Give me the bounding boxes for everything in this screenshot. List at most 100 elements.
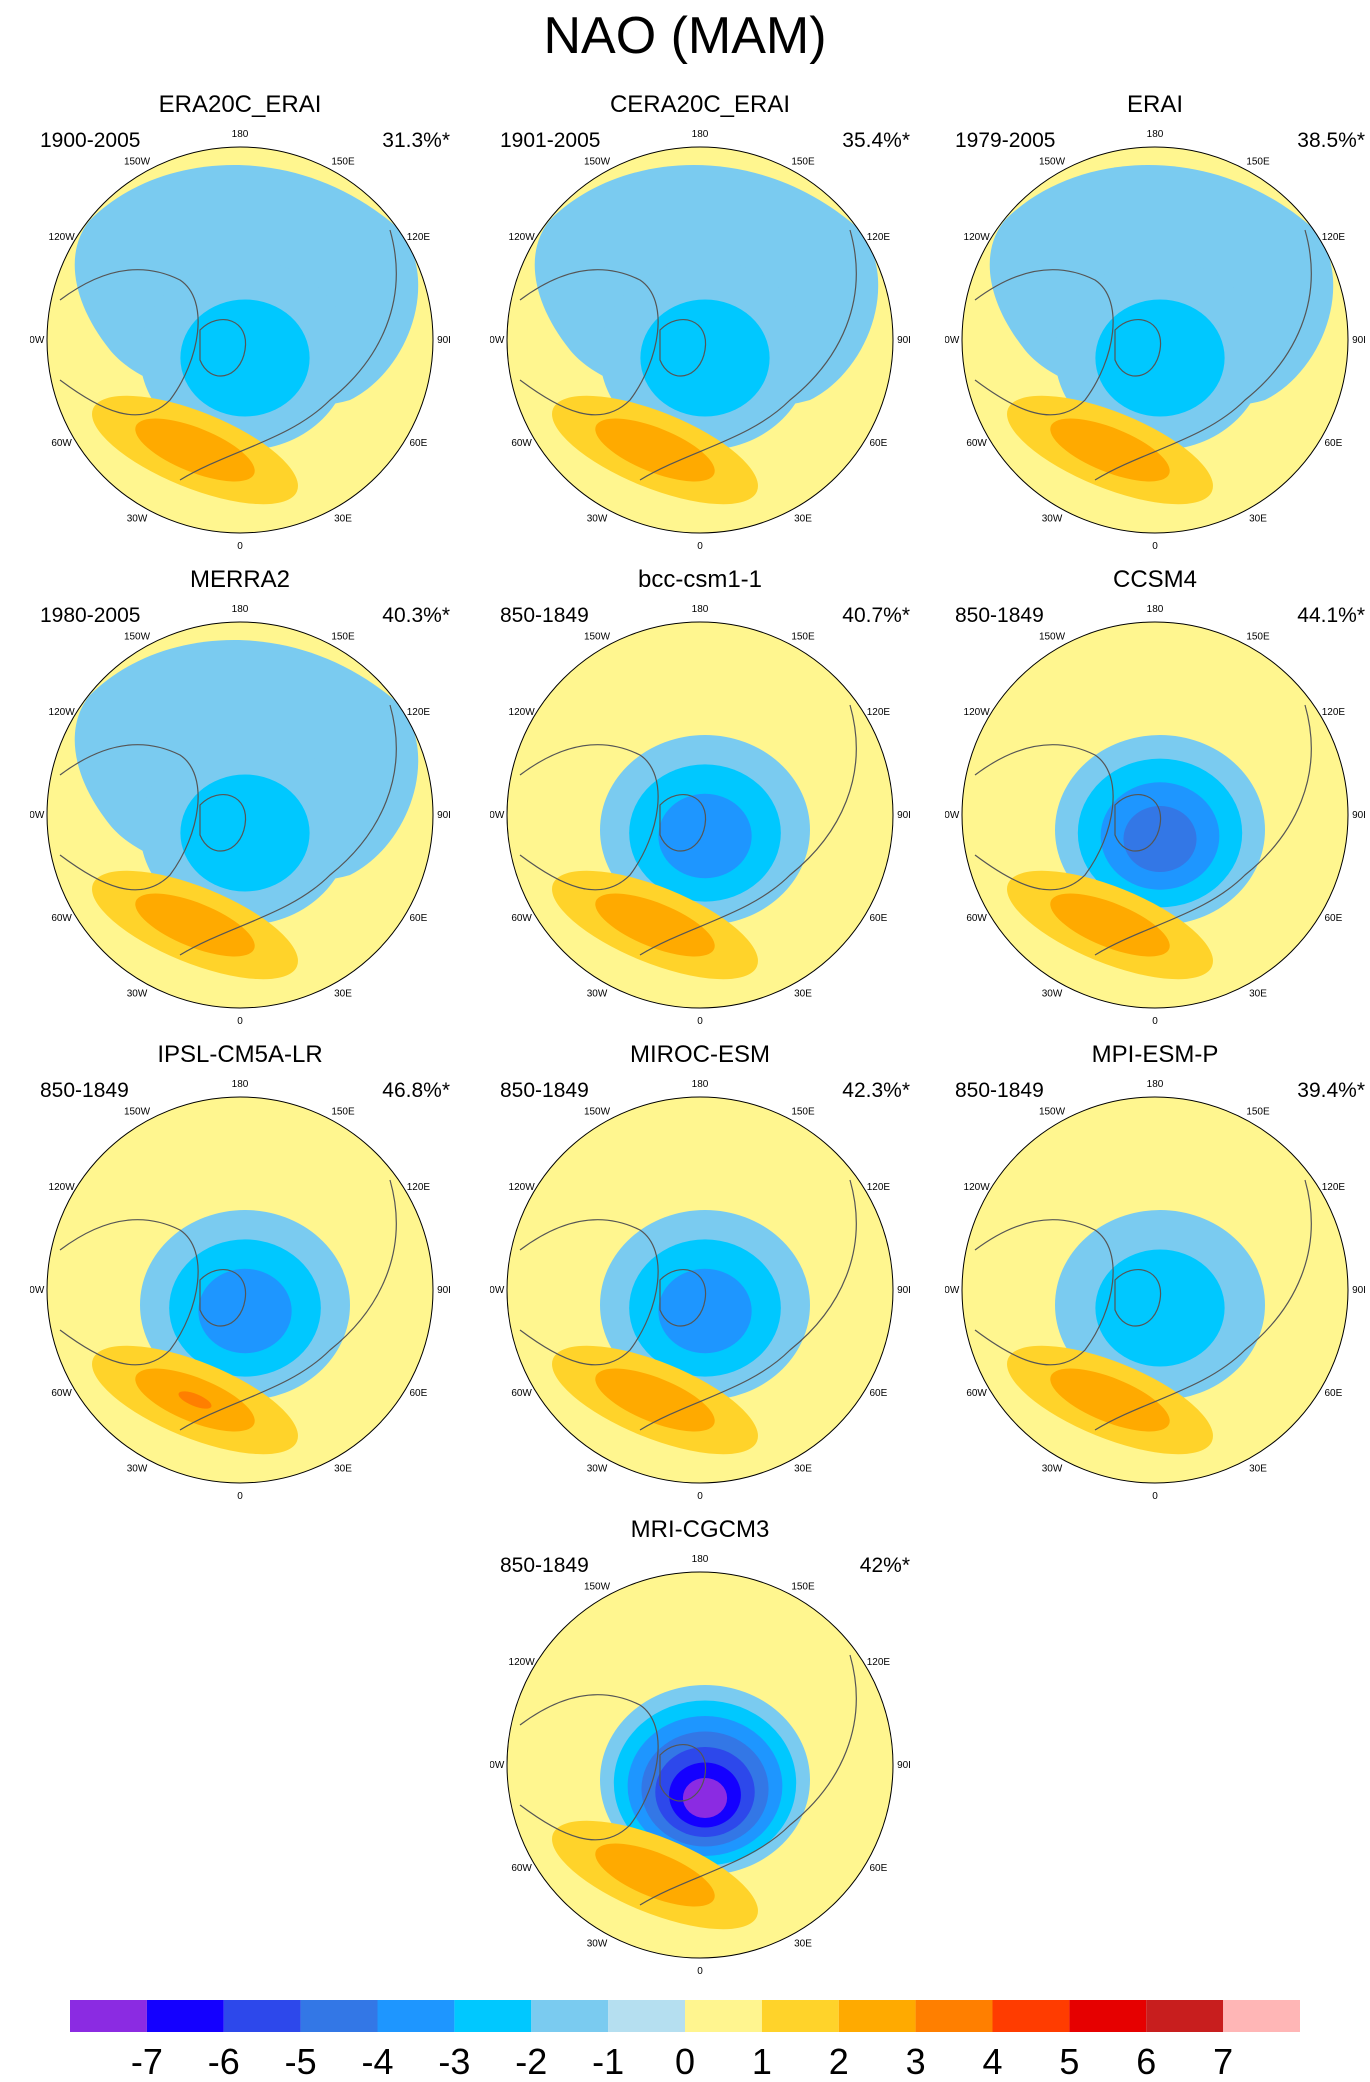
longitude-label: 90W <box>490 1760 505 1771</box>
colorbar-swatch <box>761 2000 839 2032</box>
longitude-label: 30W <box>127 1463 148 1474</box>
longitude-label: 60W <box>51 438 72 449</box>
longitude-label: 150W <box>124 632 151 643</box>
longitude-label: 90E <box>1352 1285 1365 1296</box>
longitude-label: 150W <box>584 632 611 643</box>
longitude-label: 150W <box>584 157 611 168</box>
panel-period: 850-1849 <box>500 1554 589 1577</box>
panel-explained-variance: 42.3%* <box>842 1079 910 1102</box>
longitude-label: 60E <box>410 438 428 449</box>
polar-map: 180 150E 120E 90E 60E 30E 0 30W 60W 90W 120W 150W <box>490 1079 910 1502</box>
globe-outline <box>961 1096 1349 1484</box>
panel-period: 850-1849 <box>40 1079 129 1102</box>
panel-period: 1901-2005 <box>500 129 601 152</box>
longitude-label: 150W <box>124 1107 151 1118</box>
longitude-label: 30W <box>1042 1463 1063 1474</box>
longitude-label: 180 <box>692 129 709 140</box>
longitude-label: 90W <box>30 1285 45 1296</box>
negative-contour <box>1095 1249 1225 1367</box>
longitude-label: 30E <box>794 988 812 999</box>
longitude-label: 60E <box>870 913 888 924</box>
panel-period: 1980-2005 <box>40 604 141 627</box>
polar-map: 180 150E 120E 90E 60E 30E 0 30W 60W 90W 120W 150W <box>30 1079 450 1502</box>
longitude-label: 120E <box>1322 707 1346 718</box>
longitude-label: 90W <box>490 335 505 346</box>
map-panel: bcc-csm1-1 850-1849 40.7%* 180 150E 120E 90E 60… <box>490 565 910 1035</box>
positive-contour <box>1050 1368 1170 1432</box>
longitude-label: 180 <box>692 1554 709 1565</box>
longitude-label: 150W <box>1039 632 1066 643</box>
longitude-label: 120E <box>1322 1182 1346 1193</box>
longitude-label: 60E <box>870 1388 888 1399</box>
panel-explained-variance: 39.4%* <box>1297 1079 1365 1102</box>
longitude-label: 30W <box>587 513 608 524</box>
coastlines <box>974 229 1312 481</box>
coastlines <box>519 704 857 956</box>
globe-outline <box>961 146 1349 534</box>
longitude-label: 90E <box>1352 810 1365 821</box>
polar-map: 180 150E 120E 90E 60E 30E 0 30W 60W 90W 120W 150W <box>30 129 450 552</box>
positive-contour <box>595 418 715 482</box>
positive-contour <box>135 893 255 957</box>
panel-explained-variance: 31.3%* <box>382 129 450 152</box>
coastlines <box>519 1179 857 1431</box>
colorbar-swatch <box>915 2000 993 2032</box>
globe-outline <box>506 1571 894 1959</box>
colorbar-swatch <box>992 2000 1070 2032</box>
longitude-label: 60W <box>511 1863 532 1874</box>
coastlines <box>59 229 397 481</box>
panel-explained-variance: 40.3%* <box>382 604 450 627</box>
longitude-label: 180 <box>1147 1079 1164 1090</box>
positive-contour <box>595 893 715 957</box>
longitude-label: 150W <box>1039 1107 1066 1118</box>
longitude-label: 30W <box>1042 988 1063 999</box>
positive-contour <box>595 1368 715 1432</box>
longitude-label: 120W <box>509 232 536 243</box>
colorbar-swatch <box>1223 2000 1300 2032</box>
map-panel: MIROC-ESM 850-1849 42.3%* 180 150E 120E 90E 60E… <box>490 1040 910 1510</box>
colorbar-tick-label: 6 <box>1136 2041 1156 2080</box>
positive-contour <box>595 1843 715 1907</box>
colorbar-tick-label: -4 <box>361 2041 393 2080</box>
globe-outline <box>46 621 434 1009</box>
longitude-label: 30E <box>1249 988 1267 999</box>
longitude-label: 0 <box>237 1491 243 1502</box>
longitude-label: 150W <box>1039 157 1066 168</box>
longitude-label: 150E <box>791 1107 815 1118</box>
globe-outline <box>46 1096 434 1484</box>
colorbar-swatch <box>223 2000 301 2032</box>
panel-period: 850-1849 <box>500 604 589 627</box>
map-panel: MPI-ESM-P 850-1849 39.4%* 180 150E 120E 90E 60E… <box>945 1040 1365 1510</box>
colorbar-tick-label: -2 <box>515 2041 547 2080</box>
positive-contour <box>1050 893 1170 957</box>
coastlines <box>974 1179 1312 1431</box>
negative-contour <box>1095 299 1225 417</box>
longitude-label: 90W <box>945 810 960 821</box>
longitude-label: 150W <box>584 1582 611 1593</box>
longitude-label: 60E <box>1325 438 1343 449</box>
longitude-label: 30E <box>1249 513 1267 524</box>
map-panel: MERRA2 1980-2005 40.3%* 180 150E 120E 90E 60E 30… <box>30 565 450 1035</box>
panel-title: MRI-CGCM3 <box>630 1516 770 1543</box>
longitude-label: 120E <box>867 707 891 718</box>
positive-contour <box>178 1391 212 1409</box>
longitude-label: 150E <box>1246 1107 1270 1118</box>
negative-contour <box>682 1778 728 1818</box>
longitude-label: 60W <box>966 438 987 449</box>
longitude-label: 90E <box>437 810 450 821</box>
longitude-label: 30E <box>334 988 352 999</box>
panel-title: MERRA2 <box>189 566 291 593</box>
longitude-label: 150E <box>331 632 355 643</box>
colorbar-tick-label: -7 <box>131 2041 163 2080</box>
panel-explained-variance: 40.7%* <box>842 604 910 627</box>
longitude-label: 150E <box>331 157 355 168</box>
longitude-label: 150E <box>791 632 815 643</box>
longitude-label: 120E <box>407 1182 431 1193</box>
longitude-label: 120W <box>49 1182 76 1193</box>
coastlines <box>59 1179 397 1431</box>
longitude-label: 120E <box>867 232 891 243</box>
longitude-label: 0 <box>237 541 243 552</box>
globe-outline <box>961 621 1349 1009</box>
polar-map: 180 150E 120E 90E 60E 30E 0 30W 60W 90W 120W 150W <box>490 1554 910 1977</box>
longitude-label: 120W <box>509 1182 536 1193</box>
